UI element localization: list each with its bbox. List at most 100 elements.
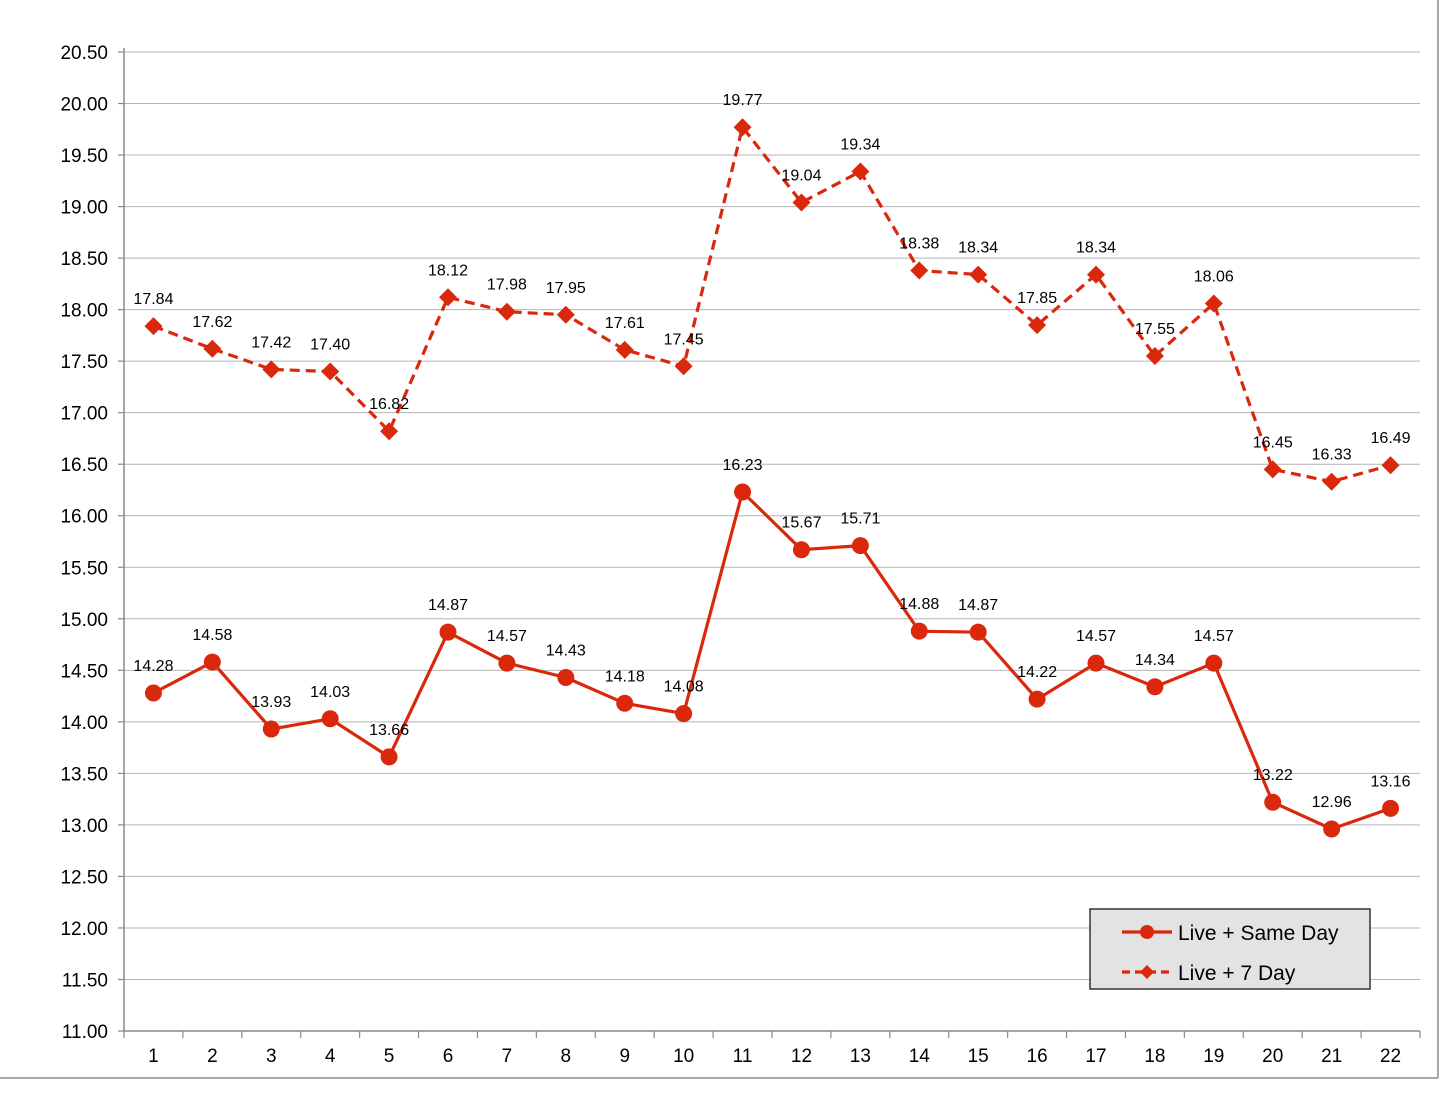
y-tick-label: 16.00 [60, 507, 108, 528]
data-point-diamond [1145, 347, 1164, 366]
data-label: 14.87 [958, 597, 998, 614]
data-point-diamond [321, 362, 340, 381]
data-label: 14.57 [487, 628, 527, 645]
data-point-diamond [262, 360, 281, 379]
data-label: 18.06 [1194, 268, 1234, 285]
x-tick-label: 11 [733, 1046, 753, 1067]
data-label: 13.66 [369, 722, 409, 739]
x-tick-label: 4 [325, 1046, 336, 1067]
data-point-circle [439, 623, 457, 641]
x-tick-label: 21 [1321, 1046, 1342, 1067]
data-point-circle [734, 483, 752, 501]
data-label: 17.45 [664, 331, 704, 348]
data-point-diamond [1263, 460, 1282, 479]
data-point-circle [557, 669, 575, 687]
data-point-circle [1028, 690, 1046, 708]
axes: 11.00 11.50 12.00 12.50 13.00 13.50 14.00 14.50… [60, 43, 1421, 1067]
data-label: 14.57 [1194, 628, 1234, 645]
y-tick-label: 18.00 [60, 301, 108, 322]
x-tick-label: 14 [909, 1046, 931, 1067]
data-label: 17.61 [605, 315, 645, 332]
data-label: 18.34 [958, 240, 998, 257]
data-label: 14.88 [899, 596, 939, 613]
data-point-diamond [674, 357, 693, 376]
y-tick-label: 15.00 [60, 610, 108, 631]
x-tick-label: 9 [619, 1046, 630, 1067]
x-tick-label: 8 [561, 1046, 572, 1067]
y-tick-label: 20.50 [60, 43, 108, 64]
data-label: 17.98 [487, 277, 527, 294]
data-label: 15.67 [781, 515, 821, 532]
data-point-diamond [1087, 265, 1105, 284]
data-label: 18.38 [899, 235, 939, 252]
series-live-plus-same-day [144, 483, 1400, 838]
data-label: 14.03 [310, 684, 350, 701]
legend-diamond-marker [1140, 965, 1154, 979]
data-point-circle [1087, 654, 1105, 672]
gridlines [124, 51, 1420, 980]
data-point-diamond [851, 162, 870, 181]
data-label: 13.16 [1371, 773, 1411, 790]
y-tick-label: 16.50 [60, 455, 108, 476]
legend-circle-marker [1140, 925, 1154, 939]
data-point-diamond [556, 305, 575, 324]
data-label: 13.22 [1253, 767, 1293, 784]
data-point-circle [1264, 793, 1282, 811]
x-tick-label: 17 [1085, 1046, 1106, 1067]
data-point-circle [144, 684, 162, 702]
data-point-diamond [203, 339, 222, 358]
series-line [152, 125, 1391, 484]
data-point-diamond [615, 340, 634, 359]
y-tick-label: 13.00 [60, 816, 108, 837]
data-label: 16.23 [723, 457, 763, 474]
y-tick-label: 18.50 [60, 249, 108, 270]
legend-box [1089, 908, 1371, 990]
data-point-diamond [1028, 316, 1047, 335]
x-tick-label: 16 [1027, 1046, 1048, 1067]
y-tick-label: 14.50 [60, 661, 108, 682]
data-label: 18.12 [428, 262, 468, 279]
x-tick-label: 10 [673, 1046, 694, 1067]
data-label: 16.82 [369, 396, 409, 413]
x-tick-label: 6 [443, 1046, 454, 1067]
x-tick-label: 3 [266, 1046, 277, 1067]
data-point-circle [1323, 820, 1341, 838]
y-tick-label: 14.00 [60, 713, 108, 734]
data-point-circle [675, 705, 693, 723]
data-point-diamond [144, 317, 163, 336]
data-point-diamond [792, 193, 811, 212]
x-tick-label: 20 [1262, 1046, 1283, 1067]
data-label: 16.45 [1253, 434, 1293, 451]
data-label: 19.04 [781, 167, 821, 184]
y-tick-label: 12.50 [60, 867, 108, 888]
data-label: 12.96 [1312, 794, 1352, 811]
series-live-plus-7-day [144, 118, 1400, 491]
data-point-diamond [969, 265, 988, 284]
y-tick-label: 11.50 [62, 970, 108, 991]
data-point-circle [321, 710, 339, 728]
data-point-diamond [439, 288, 457, 307]
data-point-circle [910, 622, 928, 640]
data-point-diamond [1204, 294, 1223, 313]
data-label: 14.87 [428, 597, 468, 614]
data-point-circle [792, 541, 810, 559]
data-point-diamond [1322, 472, 1341, 491]
data-label: 16.33 [1312, 447, 1352, 464]
data-label: 17.55 [1135, 321, 1175, 338]
y-tick-label: 19.50 [60, 146, 108, 167]
data-label: 14.58 [192, 627, 232, 644]
y-tick-label: 17.50 [60, 352, 108, 373]
data-point-circle [380, 748, 398, 766]
data-label: 17.95 [546, 280, 586, 297]
x-tick-label: 1 [148, 1046, 159, 1067]
data-label: 15.71 [840, 511, 880, 528]
legend-label: Live + Same Day [1178, 922, 1339, 945]
x-tick-label: 15 [968, 1046, 989, 1067]
data-label: 18.34 [1076, 240, 1116, 257]
x-tick-label: 22 [1380, 1046, 1401, 1067]
data-point-circle [1146, 678, 1164, 696]
legend-label: Live + 7 Day [1178, 962, 1296, 985]
y-tick-label: 17.00 [60, 404, 108, 425]
data-label: 14.28 [133, 658, 173, 675]
